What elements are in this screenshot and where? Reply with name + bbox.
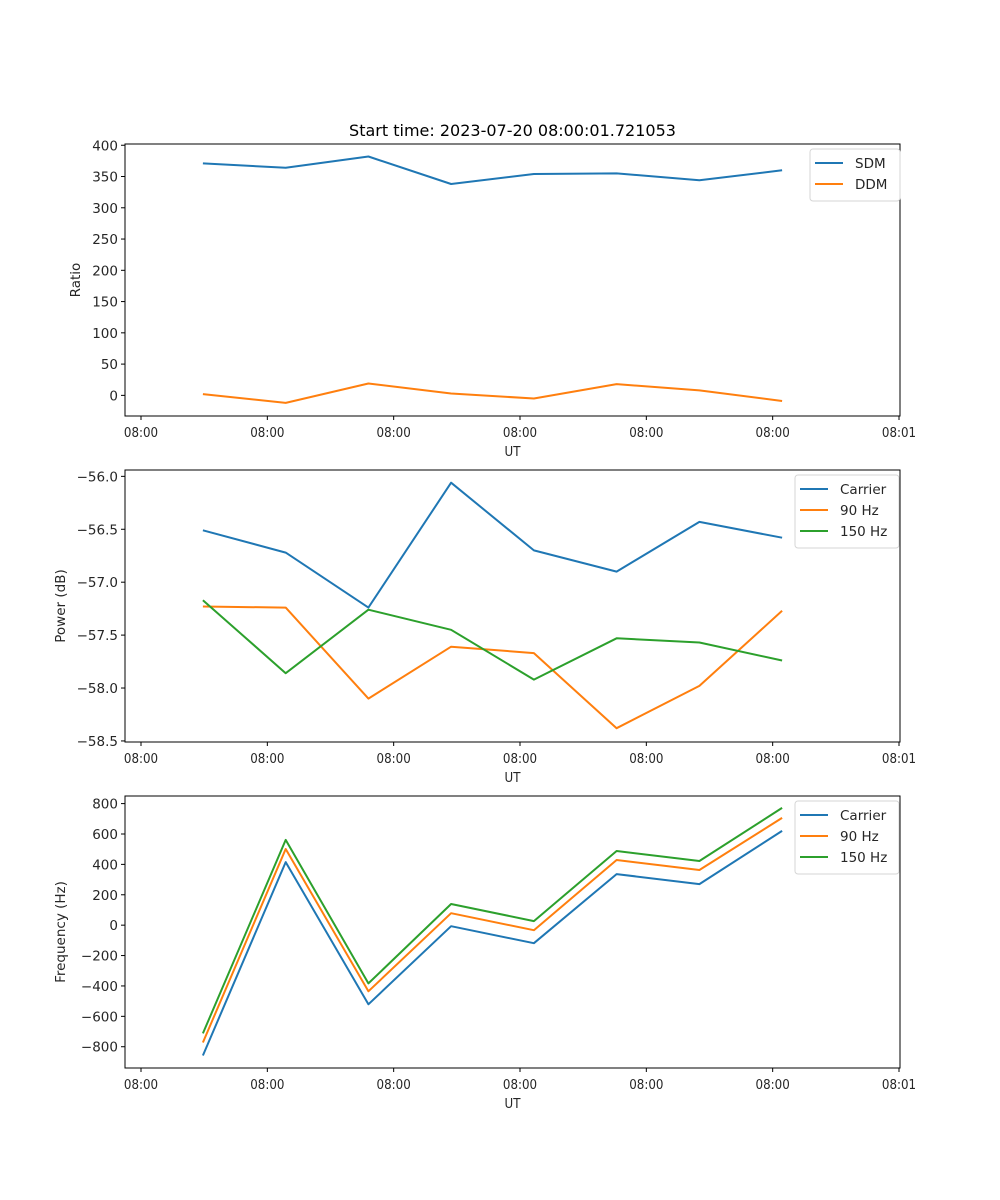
x-tick-label: 08:00: [503, 424, 537, 440]
y-tick-label: 0: [109, 918, 118, 934]
legend-label: SDM: [855, 156, 886, 172]
y-tick-label: −800: [81, 1040, 118, 1056]
x-tick-label: 08:00: [377, 750, 411, 766]
y-tick-label: 50: [101, 357, 118, 373]
x-axis-label: UT: [505, 443, 521, 459]
axes-frame: [124, 143, 901, 417]
legend-label: 90 Hz: [840, 503, 879, 519]
y-tick-label: 200: [92, 263, 118, 279]
legend-label: Carrier: [840, 482, 887, 498]
y-tick-label: −57.0: [77, 575, 118, 591]
x-tick-label: 08:00: [756, 1076, 790, 1092]
x-tick-label: 08:00: [756, 750, 790, 766]
x-tick-label: 08:00: [124, 750, 158, 766]
chart-panel-3: −800 −600 −400 −200 0 200 400 600 800 08:00 08:00 0…: [53, 795, 916, 1111]
series-line-150-hz: [202, 599, 783, 681]
y-tick-label: 300: [92, 201, 118, 217]
y-tick-label: 800: [92, 797, 118, 813]
x-tick-label: 08:00: [756, 424, 790, 440]
legend: SDM DDM: [809, 148, 901, 202]
legend-box: [794, 800, 900, 875]
x-tick-label: 08:00: [250, 750, 284, 766]
y-tick-label: −400: [81, 979, 118, 995]
x-tick-label: 08:01: [882, 1076, 916, 1092]
legend-label: DDM: [855, 177, 887, 193]
x-tick-label: 08:00: [629, 750, 663, 766]
x-tick-label: 08:00: [629, 1076, 663, 1092]
x-tick-label: 08:00: [629, 424, 663, 440]
y-tick-label: 600: [92, 827, 118, 843]
x-tick-label: 08:00: [124, 1076, 158, 1092]
panels: 0 50 100 150 200 250 300 350 400 08:00 08:00 08:00 0…: [53, 138, 916, 1111]
y-tick-label: −58.0: [77, 681, 118, 697]
y-tick-label: 350: [92, 170, 118, 186]
figure-title: Start time: 2023-07-20 08:00:01.721053: [349, 121, 676, 140]
x-tick-label: 08:00: [377, 424, 411, 440]
y-tick-label: −56.5: [77, 522, 118, 538]
y-tick-label: −600: [81, 1009, 118, 1025]
y-tick-label: 400: [92, 138, 118, 154]
legend-label: 150 Hz: [840, 524, 887, 540]
x-tick-label: 08:00: [250, 424, 284, 440]
y-tick-label: −200: [81, 949, 118, 965]
y-tick-label: −56.0: [77, 469, 118, 485]
x-axis-label: UT: [505, 769, 521, 785]
y-tick-label: 200: [92, 888, 118, 904]
legend-label: 90 Hz: [840, 829, 879, 845]
legend-label: 150 Hz: [840, 850, 887, 866]
y-tick-label: −58.5: [77, 734, 118, 750]
x-axis-label: UT: [505, 1095, 521, 1111]
x-tick-label: 08:00: [124, 424, 158, 440]
series-line-carrier: [202, 481, 783, 609]
y-tick-label: −57.5: [77, 628, 118, 644]
chart-panel-1: 0 50 100 150 200 250 300 350 400 08:00 08:00 08:00 0…: [68, 138, 916, 459]
x-tick-label: 08:01: [882, 750, 916, 766]
legend-box: [794, 474, 900, 549]
series-line-ddm: [202, 382, 783, 404]
chart-panel-2: −58.5 −58.0 −57.5 −57.0 −56.5 −56.0 08:00 08:00…: [53, 469, 916, 785]
x-tick-label: 08:01: [882, 424, 916, 440]
y-axis-label: Frequency (Hz): [53, 881, 69, 983]
series-line-carrier: [201, 830, 783, 1056]
y-tick-label: 150: [92, 295, 118, 311]
legend: Carrier 90 Hz 150 Hz: [794, 800, 900, 875]
legend: Carrier 90 Hz 150 Hz: [794, 474, 900, 549]
y-tick-label: 250: [92, 232, 118, 248]
x-tick-label: 08:00: [503, 1076, 537, 1092]
x-tick-label: 08:00: [250, 1076, 284, 1092]
series-line-90-hz: [201, 817, 783, 1043]
axes-frame: [124, 795, 901, 1069]
series-line-sdm: [202, 155, 783, 185]
x-tick-label: 08:00: [377, 1076, 411, 1092]
series-line-150-hz: [201, 807, 783, 1034]
y-axis-label: Ratio: [68, 263, 84, 298]
series-line-90-hz: [202, 605, 783, 730]
y-axis-label: Power (dB): [53, 569, 69, 642]
y-tick-label: 400: [92, 857, 118, 873]
axes-frame: [124, 469, 901, 743]
y-tick-label: 100: [92, 326, 118, 342]
x-tick-label: 08:00: [503, 750, 537, 766]
y-tick-label: 0: [109, 388, 118, 404]
legend-label: Carrier: [840, 808, 887, 824]
